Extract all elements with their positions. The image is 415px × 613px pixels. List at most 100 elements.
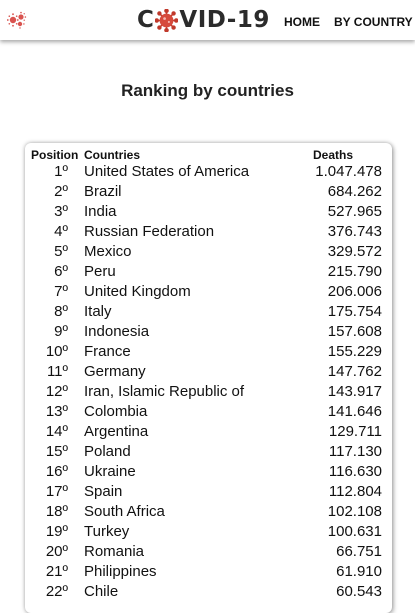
row-position: 10º (45, 343, 68, 360)
row-country: India (84, 203, 117, 220)
coronavirus-icon (155, 8, 179, 32)
row-deaths: 117.130 (328, 443, 382, 460)
row-country: Colombia (84, 403, 148, 420)
row-position: 6º (54, 263, 68, 280)
row-country: Mexico (84, 243, 132, 260)
row-deaths: 61.910 (336, 563, 382, 580)
table-row[interactable]: 10º France 155.229 (30, 342, 389, 362)
row-position: 5º (54, 243, 68, 260)
navbar: C VID-19 HOME BY COUNTRY (0, 0, 415, 40)
row-deaths: 1.047.478 (315, 163, 382, 180)
table-row[interactable]: 3º India 527.965 (30, 202, 389, 222)
table-row[interactable]: 9º Indonesia 157.608 (30, 322, 389, 342)
row-country: Spain (84, 483, 123, 500)
row-position: 13º (45, 403, 68, 420)
row-country: United States of America (84, 163, 250, 180)
table-row[interactable]: 5º Mexico 329.572 (30, 242, 389, 262)
nav-links: HOME BY COUNTRY (284, 15, 413, 29)
row-deaths: 376.743 (327, 223, 382, 240)
row-position: 19º (45, 523, 68, 540)
row-position: 21º (45, 563, 68, 580)
table-row[interactable]: 20º Romania 66.751 (30, 542, 389, 562)
table-row[interactable]: 7º United Kingdom 206.006 (30, 282, 389, 302)
table-row[interactable]: 6º Peru 215.790 (30, 262, 389, 282)
row-position: 11º (46, 363, 68, 380)
row-country: Germany (84, 363, 146, 380)
row-deaths: 112.804 (328, 483, 382, 500)
row-deaths: 155.229 (327, 343, 382, 360)
table-row[interactable]: 8º Italy 175.754 (30, 302, 389, 322)
row-position: 22º (45, 583, 68, 600)
row-country: Argentina (84, 423, 149, 440)
row-position: 1º (54, 163, 68, 180)
table-header-row: Position Countries Deaths (30, 148, 389, 162)
row-deaths: 329.572 (327, 243, 382, 260)
row-deaths: 66.751 (336, 543, 382, 560)
row-position: 18º (45, 503, 68, 520)
row-country: Peru (84, 263, 116, 280)
table-row[interactable]: 15º Poland 117.130 (30, 442, 389, 462)
row-country: United Kingdom (84, 283, 191, 300)
row-position: 4º (54, 223, 68, 240)
ranking-table: Position Countries Deaths 1º United State… (30, 148, 389, 602)
row-deaths: 215.790 (327, 263, 382, 280)
logo-text-suffix: VID-19 (179, 7, 270, 33)
table-row[interactable]: 21º Philippines 61.910 (30, 562, 389, 582)
row-country: France (84, 343, 131, 360)
row-country: South Africa (84, 503, 165, 520)
row-country: Turkey (84, 523, 130, 540)
row-country: Russian Federation (84, 223, 215, 240)
row-country: Ukraine (84, 463, 136, 480)
header-deaths[interactable]: Deaths (313, 148, 354, 162)
table-row[interactable]: 16º Ukraine 116.630 (30, 462, 389, 482)
nav-link-by-country[interactable]: BY COUNTRY (334, 15, 413, 29)
row-country: Chile (84, 583, 119, 600)
row-position: 2º (54, 183, 68, 200)
row-position: 14º (45, 423, 68, 440)
ranking-card: Position Countries Deaths 1º United State… (25, 143, 392, 613)
row-country: Philippines (84, 563, 157, 580)
row-position: 7º (54, 283, 68, 300)
row-country: Romania (84, 543, 145, 560)
row-country: Iran, Islamic Republic of (84, 383, 245, 400)
site-logo[interactable]: C VID-19 (137, 5, 270, 35)
nav-link-home[interactable]: HOME (284, 15, 320, 29)
row-deaths: 116.630 (328, 463, 382, 480)
table-row[interactable]: 2º Brazil 684.262 (30, 182, 389, 202)
header-position[interactable]: Position (31, 148, 79, 162)
row-deaths: 102.108 (327, 503, 382, 520)
row-deaths: 684.262 (327, 183, 382, 200)
row-deaths: 147.762 (327, 363, 382, 380)
page-title: Ranking by countries (121, 81, 294, 100)
table-row[interactable]: 18º South Africa 102.108 (30, 502, 389, 522)
table-row[interactable]: 17º Spain 112.804 (30, 482, 389, 502)
row-position: 9º (54, 323, 68, 340)
row-position: 20º (45, 543, 68, 560)
table-row[interactable]: 22º Chile 60.543 (30, 582, 389, 602)
virus-icon[interactable] (7, 11, 27, 29)
row-country: Poland (84, 443, 131, 460)
row-position: 12º (45, 383, 68, 400)
row-position: 15º (45, 443, 68, 460)
row-position: 3º (54, 203, 68, 220)
row-position: 8º (54, 303, 68, 320)
row-deaths: 527.965 (327, 203, 382, 220)
row-position: 16º (45, 463, 68, 480)
row-deaths: 129.711 (328, 423, 382, 440)
logo-text-prefix: C (137, 7, 155, 33)
table-row[interactable]: 19º Turkey 100.631 (30, 522, 389, 542)
table-row[interactable]: 1º United States of America 1.047.478 (30, 162, 389, 182)
row-country: Italy (84, 303, 112, 320)
table-row[interactable]: 13º Colombia 141.646 (30, 402, 389, 422)
header-countries[interactable]: Countries (84, 148, 141, 162)
row-position: 17º (45, 483, 68, 500)
table-row[interactable]: 12º Iran, Islamic Republic of 143.917 (30, 382, 389, 402)
table-row[interactable]: 14º Argentina 129.711 (30, 422, 389, 442)
row-deaths: 60.543 (336, 583, 382, 600)
row-deaths: 141.646 (327, 403, 382, 420)
row-country: Brazil (84, 183, 122, 200)
row-deaths: 143.917 (327, 383, 382, 400)
row-country: Indonesia (84, 323, 150, 340)
table-row[interactable]: 4º Russian Federation 376.743 (30, 222, 389, 242)
table-row[interactable]: 11º Germany 147.762 (30, 362, 389, 382)
